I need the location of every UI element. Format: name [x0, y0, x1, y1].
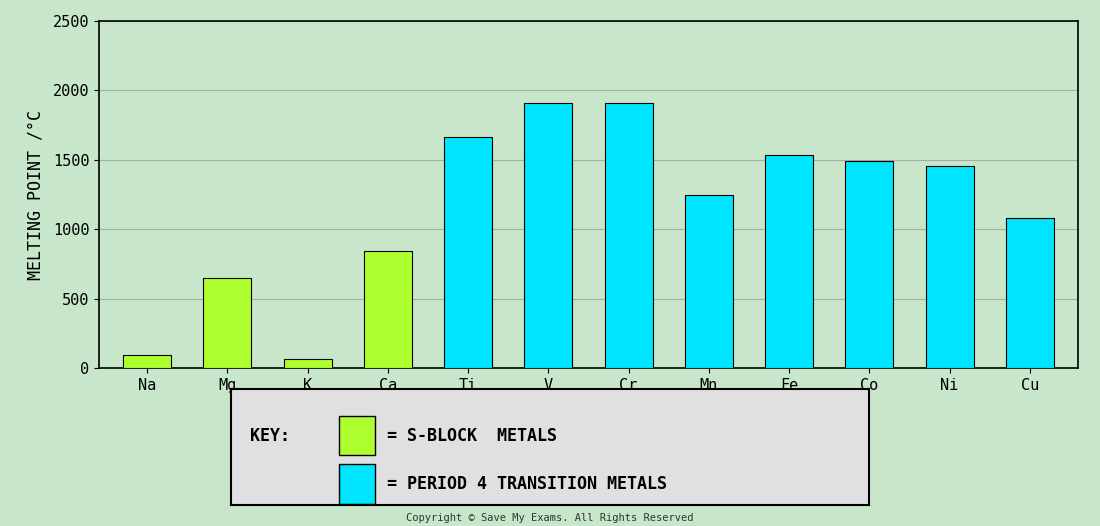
- X-axis label: ELEMENT: ELEMENT: [553, 401, 624, 419]
- Bar: [340, 416, 374, 455]
- Bar: [204, 278, 252, 368]
- Bar: [364, 251, 412, 368]
- Bar: [340, 464, 374, 504]
- Text: Copyright © Save My Exams. All Rights Reserved: Copyright © Save My Exams. All Rights Re…: [406, 513, 694, 523]
- Bar: [925, 166, 974, 368]
- Bar: [284, 359, 332, 368]
- Bar: [444, 137, 492, 368]
- Bar: [123, 355, 172, 368]
- Bar: [845, 160, 893, 368]
- Bar: [764, 155, 813, 368]
- Bar: [1005, 218, 1054, 368]
- Text: = S-BLOCK  METALS: = S-BLOCK METALS: [387, 427, 558, 444]
- Text: = PERIOD 4 TRANSITION METALS: = PERIOD 4 TRANSITION METALS: [387, 475, 668, 493]
- Bar: [525, 103, 572, 368]
- Y-axis label: MELTING POINT /°C: MELTING POINT /°C: [26, 109, 44, 280]
- Text: KEY:: KEY:: [250, 427, 290, 444]
- Bar: [605, 104, 652, 368]
- Bar: [685, 195, 733, 368]
